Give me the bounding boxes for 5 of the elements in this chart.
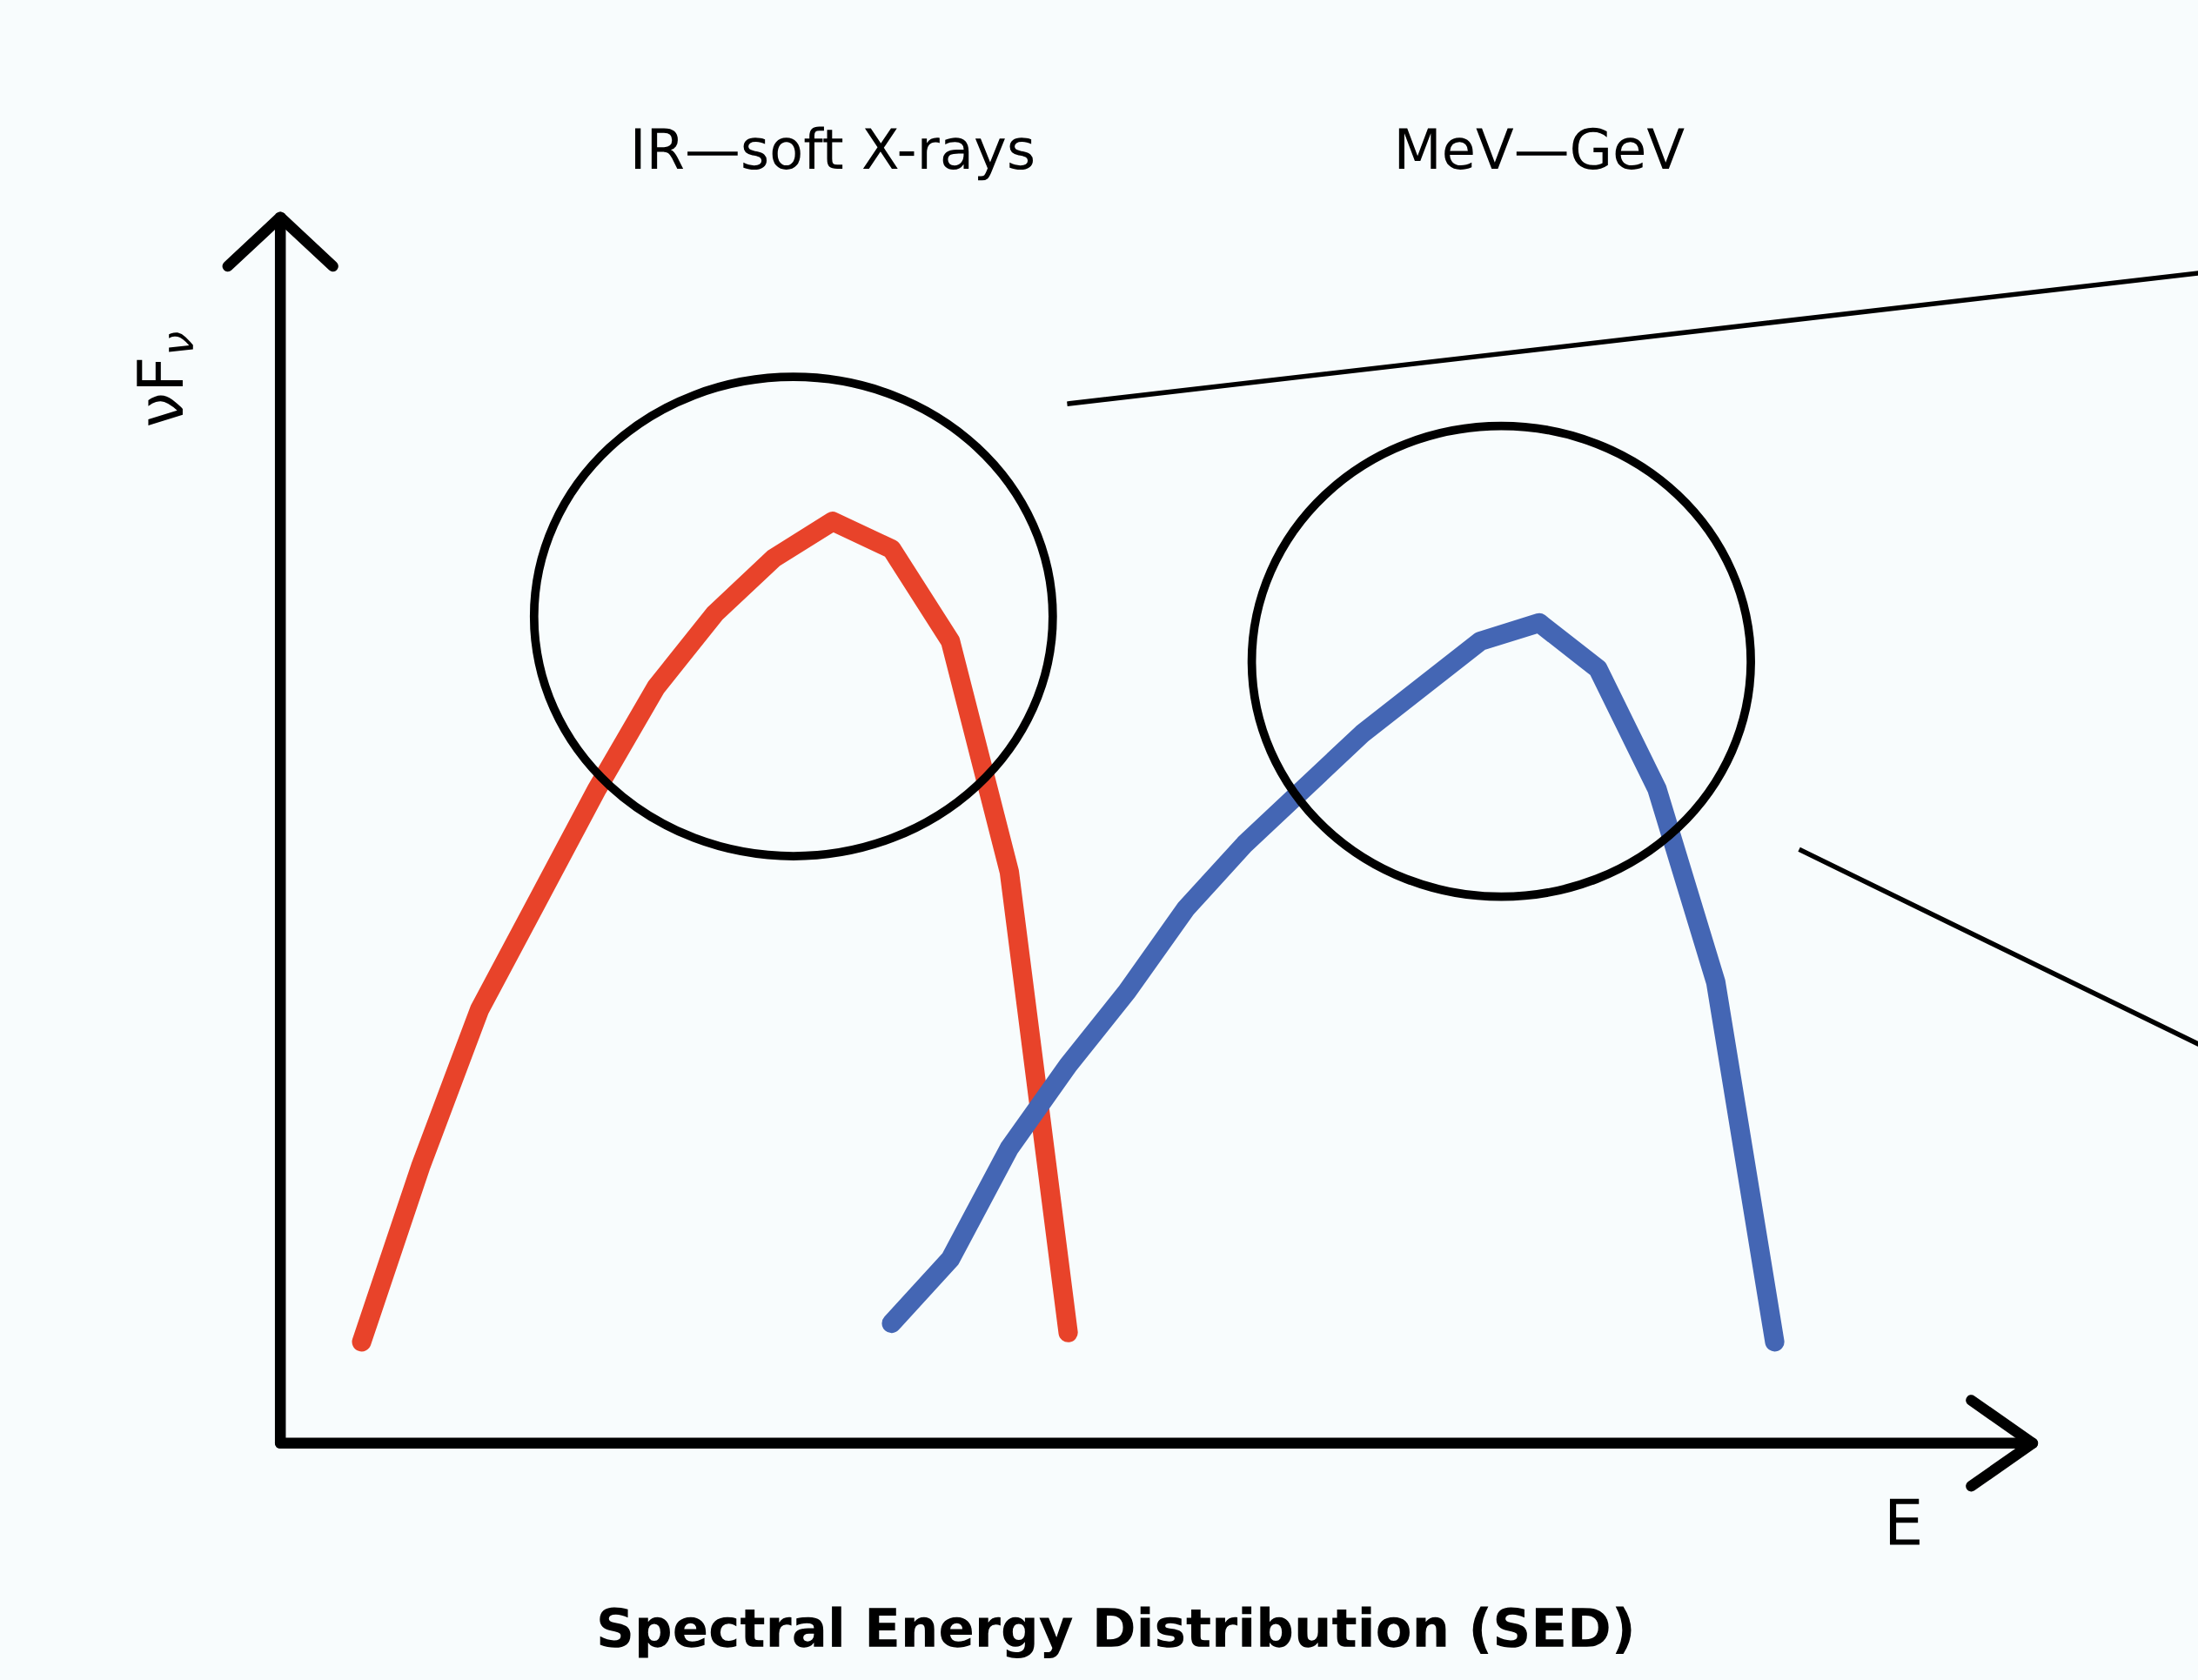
text: Spectral Energy Distribution (SED) bbox=[600, 1606, 1632, 1659]
x-axis-title: E bbox=[1889, 1498, 1920, 1545]
text: MeV—GeV bbox=[1398, 127, 1685, 170]
text: IR—soft X-rays bbox=[635, 126, 1033, 181]
y-axis-title: νF$_{ν}$ bbox=[137, 332, 193, 425]
